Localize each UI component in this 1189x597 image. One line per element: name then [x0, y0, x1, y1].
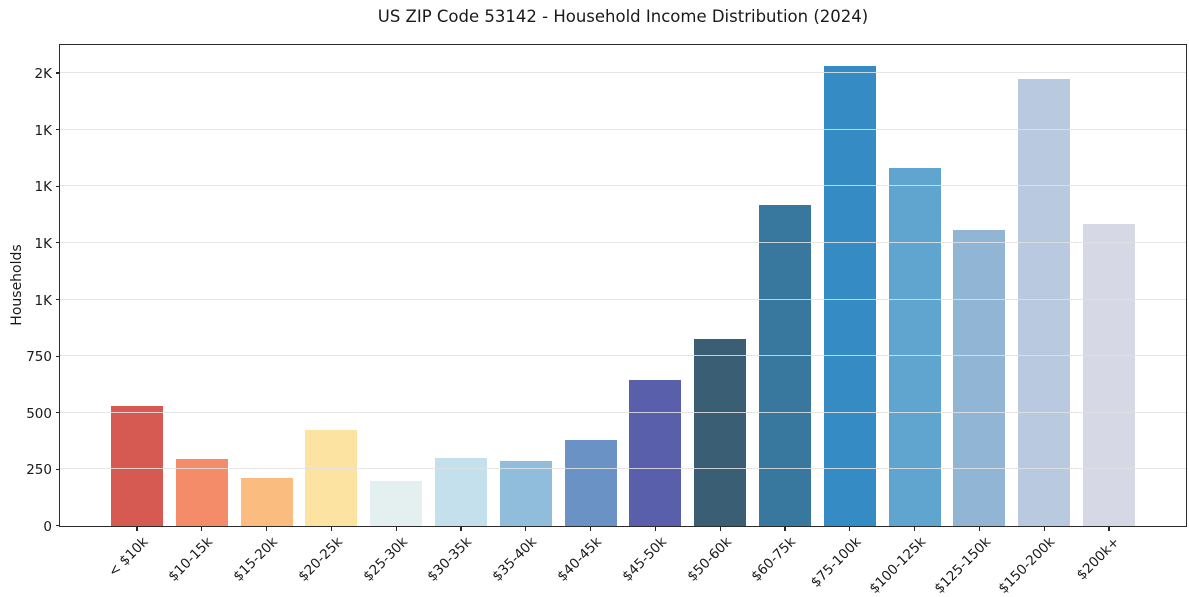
y-tick-mark	[55, 355, 60, 357]
bar-50-60k: $50-60k	[684, 339, 747, 585]
x-tick-label: $50-60k	[683, 534, 735, 585]
bars-container: < $10k $10-15k $15-20k $20-25k $25-30k $30-35…	[60, 45, 1186, 597]
x-tick-label: $200k+	[1074, 534, 1124, 584]
x-tick-mark	[978, 526, 980, 531]
x-tick-mark	[136, 526, 138, 531]
y-tick-mark	[55, 412, 60, 414]
x-tick-mark	[913, 526, 916, 531]
x-tick-label: $30-35k	[424, 534, 476, 585]
bar-45-50k: $45-50k	[619, 379, 682, 585]
x-tick-mark	[1108, 526, 1110, 531]
x-tick-mark	[654, 526, 656, 531]
bar-10k: < $10k	[105, 405, 163, 580]
y-tick-mark	[55, 242, 60, 244]
x-tick-label: $20-25k	[295, 534, 346, 585]
y-tick-mark	[55, 128, 60, 131]
y-tick-label: 0	[43, 519, 52, 535]
x-tick-mark	[201, 526, 203, 531]
bar-75-100k: $75-100k	[807, 66, 876, 591]
x-tick-label: < $10k	[105, 534, 152, 581]
bar-40-45k: $40-45k	[554, 439, 617, 585]
x-tick-mark	[1043, 526, 1045, 531]
x-tick-mark	[784, 526, 786, 531]
y-tick-label: 2K	[34, 65, 52, 82]
bar-20-25k: $20-25k	[295, 429, 358, 585]
y-tick-label: 1K	[34, 292, 52, 309]
y-tick-label: 250	[26, 462, 52, 479]
plot-area: < $10k $10-15k $15-20k $20-25k $25-30k $30-35…	[55, 44, 1187, 597]
x-tick-label: $35-40k	[489, 534, 541, 585]
y-tick-mark	[55, 72, 60, 74]
bar-10-15k: $10-15k	[165, 459, 228, 585]
x-tick-label: $125-150k	[930, 534, 994, 597]
bar-15-20k: $15-20k	[230, 478, 293, 585]
bar-60-75k: $60-75k	[749, 205, 811, 585]
y-tick-mark	[55, 468, 60, 470]
x-tick-label: $75-100k	[807, 534, 865, 591]
x-tick-mark	[525, 526, 527, 531]
y-tick-label: 1K	[34, 235, 52, 252]
chart-title: US ZIP Code 53142 - Household Income Dis…	[377, 7, 869, 26]
x-tick-mark	[719, 526, 721, 531]
y-tick-mark	[55, 298, 60, 301]
x-tick-label: $25-30k	[359, 534, 411, 585]
y-tick-mark	[55, 185, 60, 187]
x-tick-label: $10-15k	[165, 534, 217, 585]
y-tick-mark	[55, 524, 60, 526]
bar-25-30k: $25-30k	[360, 480, 423, 585]
x-tick-label: $150-200k	[995, 534, 1059, 597]
x-tick-mark	[460, 526, 462, 531]
x-tick-label: $45-50k	[619, 534, 670, 585]
x-tick-mark	[330, 526, 332, 531]
x-tick-label: $60-75k	[748, 534, 800, 585]
bar-125-150k: $125-150k	[931, 230, 1006, 597]
bar-35-40k: $35-40k	[489, 461, 552, 585]
x-tick-label: $40-45k	[554, 534, 605, 585]
y-axis-tick-labels: 0 250 500 750 1K 1K 1K 1K 2K	[0, 44, 52, 534]
x-tick-label: $100-125k	[866, 534, 929, 597]
bar-150-200k: $150-200k	[996, 78, 1071, 597]
y-tick-label: 500	[26, 405, 52, 422]
x-tick-mark	[589, 526, 592, 531]
x-tick-mark	[849, 526, 851, 531]
bar-30-35k: $30-35k	[425, 458, 487, 585]
y-tick-label: 750	[26, 349, 52, 366]
y-tick-label: 1K	[34, 179, 52, 196]
x-tick-mark	[265, 526, 268, 531]
x-tick-mark	[395, 526, 397, 531]
x-tick-label: $15-20k	[230, 534, 281, 585]
y-tick-label: 1K	[34, 122, 52, 139]
bar-200k: $200k+	[1074, 223, 1135, 583]
bar-100-125k: $100-125k	[866, 168, 941, 597]
